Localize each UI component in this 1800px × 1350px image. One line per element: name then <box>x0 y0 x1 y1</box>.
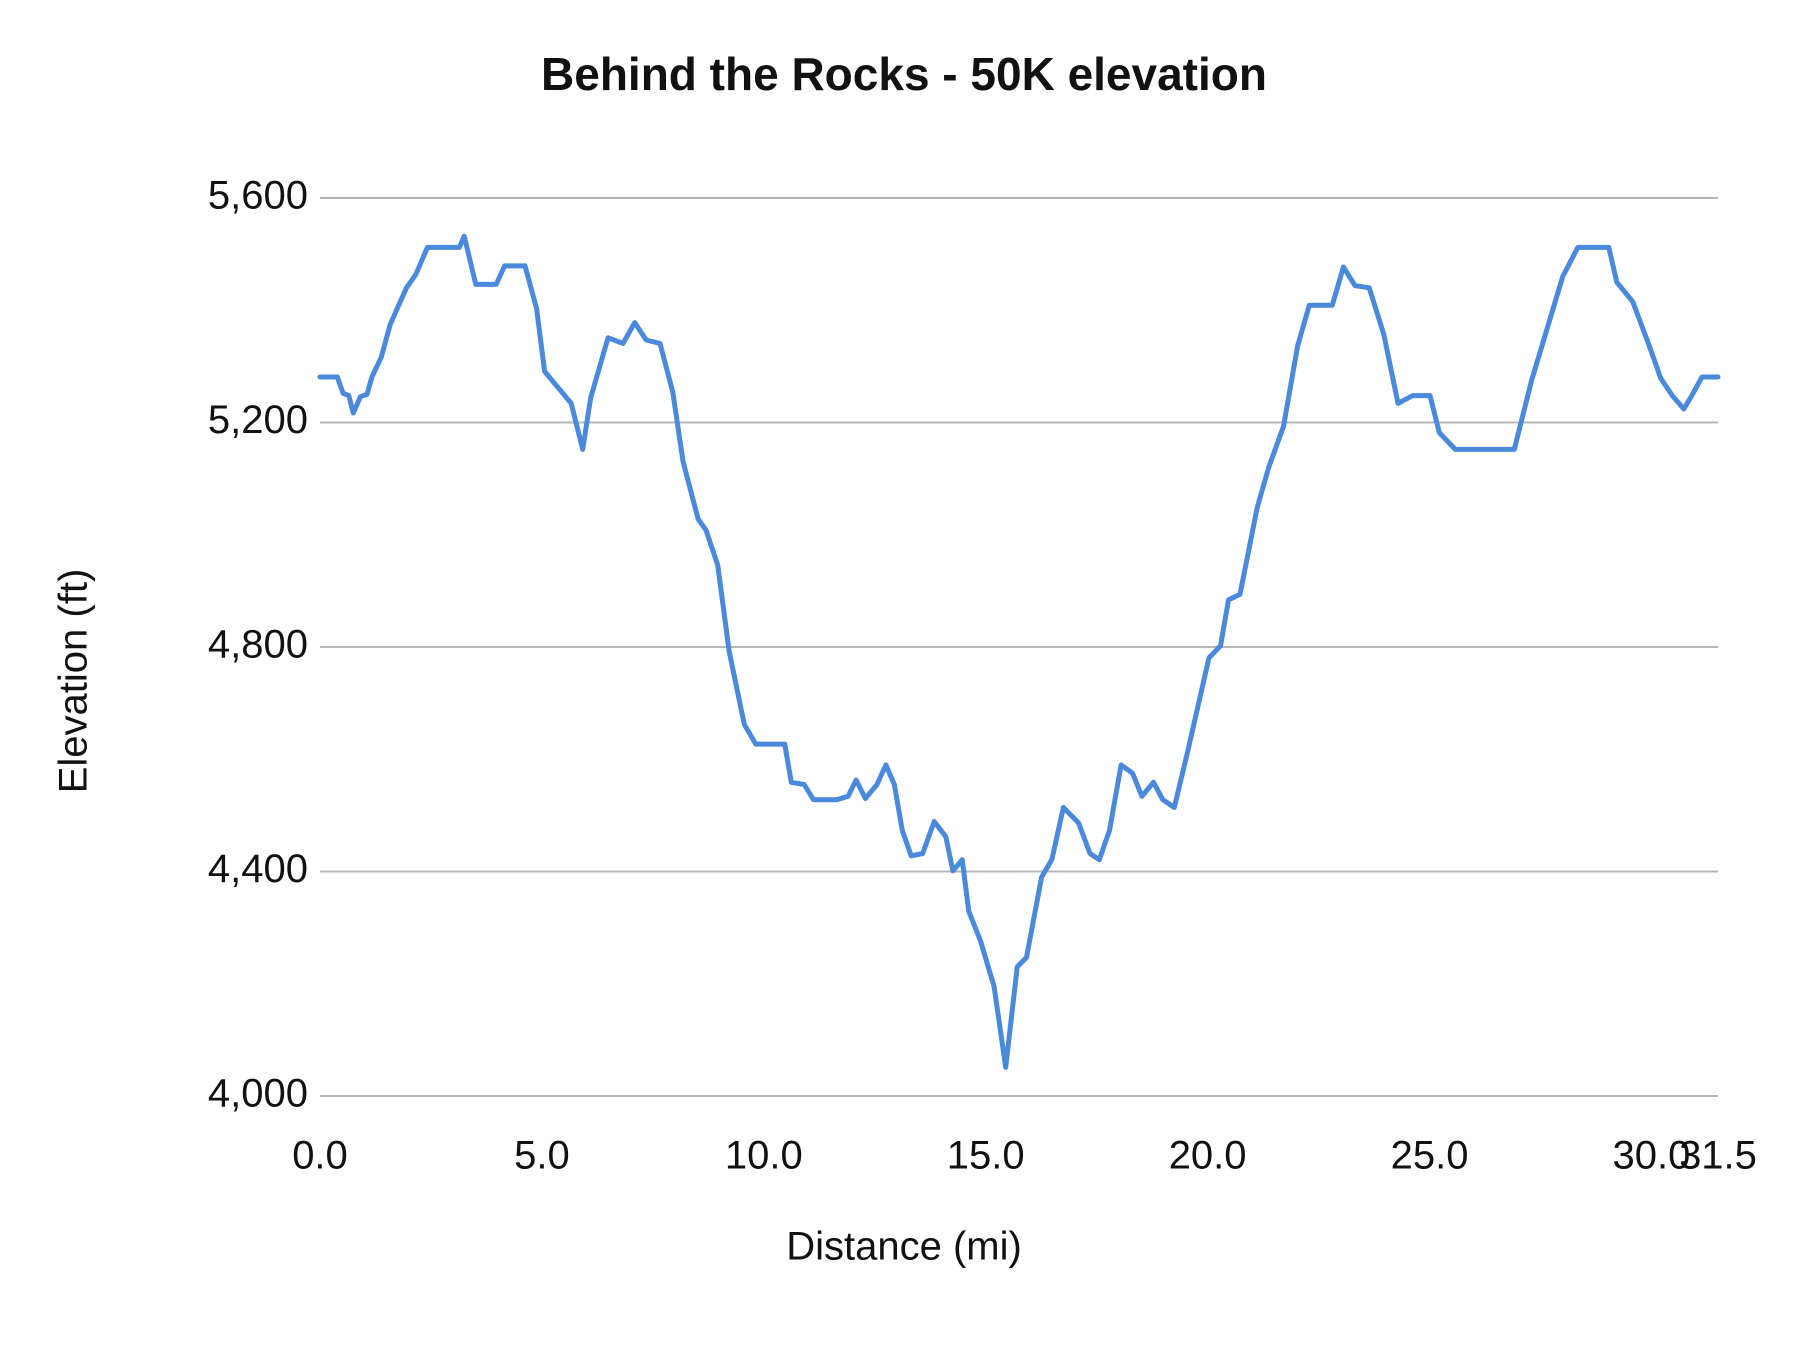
x-tick-label: 30.0 <box>1612 1134 1690 1178</box>
y-tick-label: 4,800 <box>208 623 308 667</box>
y-axis-title: Elevation (ft) <box>52 569 96 794</box>
x-tick-label: 25.0 <box>1391 1134 1469 1178</box>
y-tick-label: 4,400 <box>208 847 308 891</box>
x-tick-label: 10.0 <box>725 1134 803 1178</box>
chart-title: Behind the Rocks - 50K elevation <box>541 48 1267 100</box>
x-tick-label: 15.0 <box>947 1134 1025 1178</box>
y-tick-label: 5,200 <box>208 398 308 442</box>
x-tick-label: 0.0 <box>292 1134 348 1178</box>
x-tick-label: 20.0 <box>1169 1134 1247 1178</box>
x-axis-title: Distance (mi) <box>786 1225 1022 1269</box>
y-tick-label: 5,600 <box>208 174 308 218</box>
x-tick-label: 5.0 <box>514 1134 570 1178</box>
y-tick-label: 4,000 <box>208 1072 308 1116</box>
x-tick-label: 31.5 <box>1679 1134 1757 1178</box>
elevation-line <box>317 233 1721 1070</box>
